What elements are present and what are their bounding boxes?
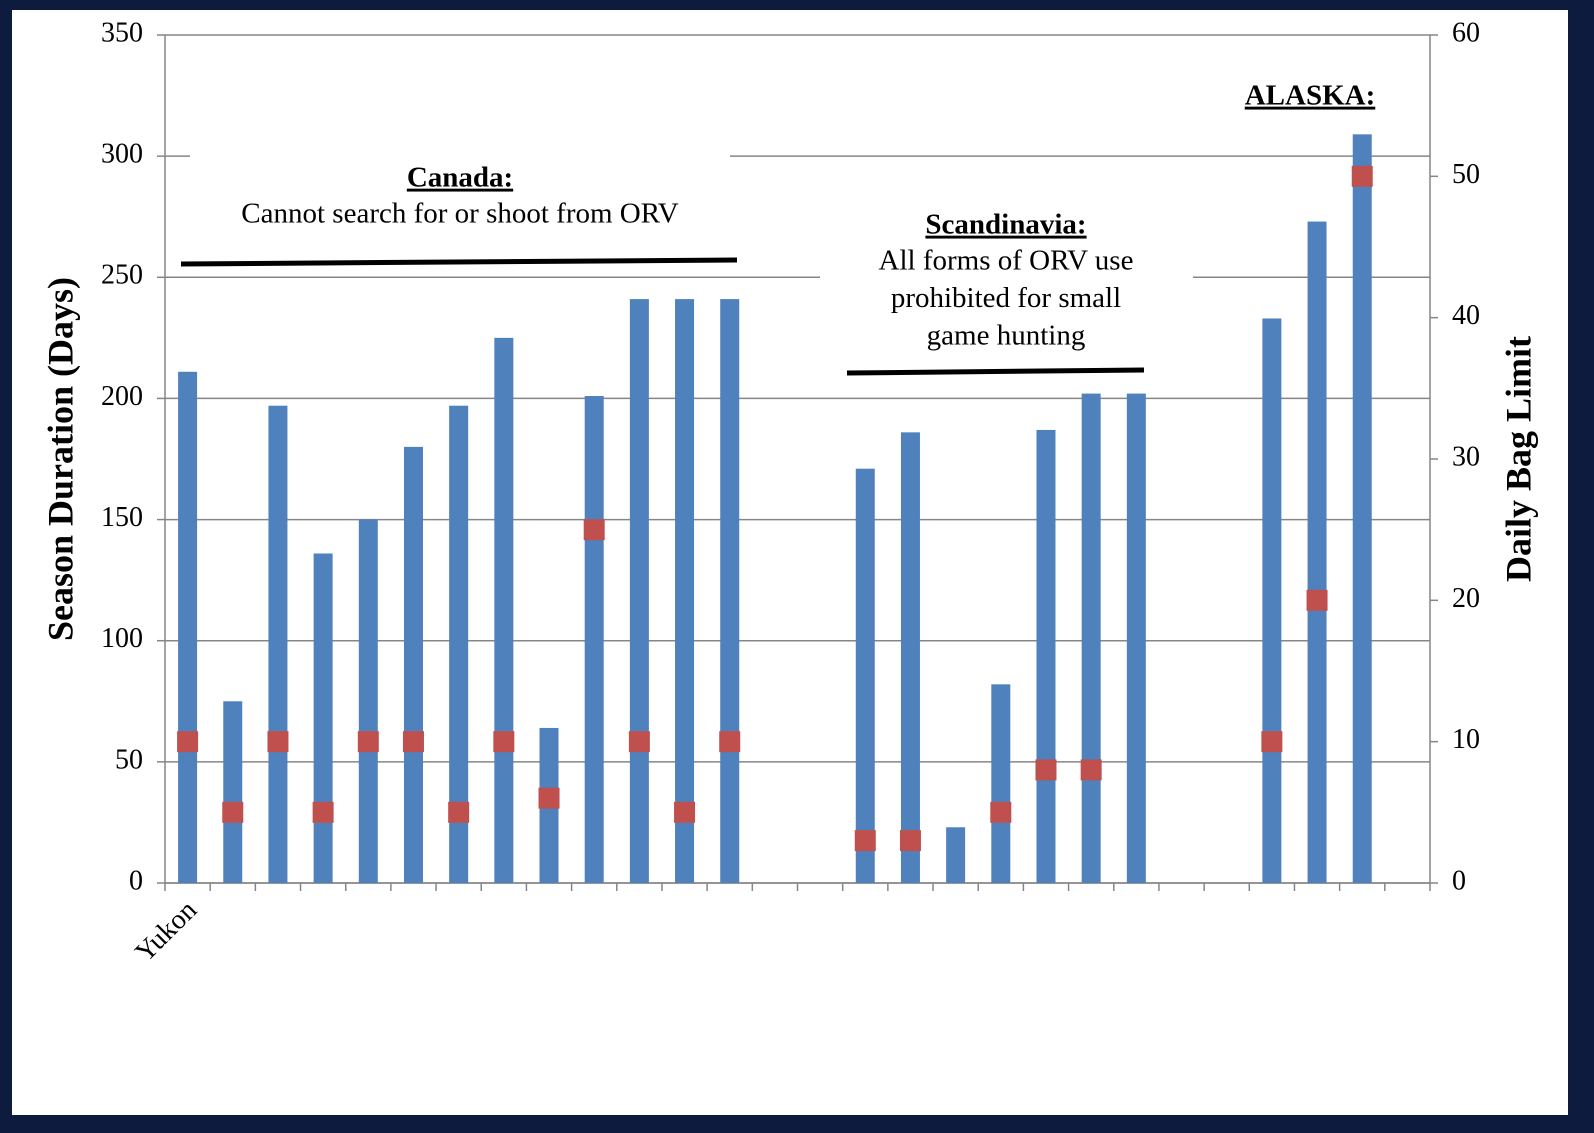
y-axis-title: Season Duration (Days)	[40, 277, 80, 641]
marker	[448, 801, 470, 823]
annotation-text: Cannot search for or shoot from ORV	[241, 198, 678, 230]
bar	[991, 684, 1011, 883]
annotation-text: prohibited for small	[891, 282, 1121, 314]
marker	[1306, 589, 1328, 611]
y-tick-label: 100	[101, 623, 143, 654]
y2-tick-label: 50	[1452, 159, 1480, 190]
bar	[629, 299, 649, 883]
scandinavia-bracket	[846, 367, 1145, 376]
marker	[1261, 731, 1283, 753]
marker	[312, 801, 334, 823]
marker	[854, 830, 876, 852]
bar	[449, 405, 469, 883]
bar	[403, 446, 423, 883]
marks	[177, 134, 1373, 884]
marker	[1351, 165, 1373, 187]
marker	[674, 801, 696, 823]
annotation-box	[1230, 78, 1392, 120]
marker	[719, 731, 741, 753]
bar	[1352, 134, 1372, 883]
bar	[946, 827, 966, 883]
y2-tick-label: 60	[1452, 17, 1480, 48]
marker	[990, 801, 1012, 823]
marker	[267, 731, 289, 753]
annotation-text: All forms of ORV use	[879, 245, 1134, 277]
bar	[720, 299, 740, 883]
y-tick-label: 150	[101, 502, 143, 533]
marker	[583, 519, 605, 541]
annotation-text: game hunting	[927, 320, 1086, 352]
marker	[402, 731, 424, 753]
bar	[675, 299, 695, 883]
y-tick-label: 50	[115, 744, 143, 775]
y2-tick-label: 20	[1452, 583, 1480, 614]
bar	[584, 396, 604, 883]
y-tick-label: 300	[101, 139, 143, 170]
marker	[222, 801, 244, 823]
annotation-backgrounds	[190, 78, 1392, 358]
marker	[177, 731, 199, 753]
y-tick-label: 350	[101, 17, 143, 48]
bar	[1081, 393, 1101, 883]
marker	[493, 731, 515, 753]
annotation-box	[820, 196, 1193, 358]
bar	[223, 701, 243, 883]
annotation-title: ALASKA:	[1245, 80, 1376, 112]
bar	[358, 519, 378, 883]
bar	[1307, 221, 1327, 883]
annotation-title: Canada:	[407, 162, 513, 194]
bar	[1262, 318, 1282, 884]
marker	[899, 830, 921, 852]
y2-tick-label: 40	[1452, 300, 1480, 331]
marker	[1080, 759, 1102, 781]
marker	[1035, 759, 1057, 781]
bar	[900, 432, 920, 883]
marker	[538, 787, 560, 809]
y-tick-label: 200	[101, 381, 143, 412]
y-tick-label: 250	[101, 260, 143, 291]
bar	[855, 468, 875, 883]
bar	[1126, 393, 1146, 883]
bar	[178, 371, 198, 883]
marker	[357, 731, 379, 753]
annotation-box	[190, 140, 730, 252]
y2-tick-label: 10	[1452, 724, 1480, 755]
bar	[494, 337, 514, 883]
bar	[1036, 429, 1056, 883]
y2-tick-label: 0	[1452, 865, 1466, 896]
marker	[628, 731, 650, 753]
y-tick-label: 0	[129, 865, 143, 896]
bar	[313, 553, 333, 883]
bar	[268, 405, 288, 883]
canada-bracket	[180, 257, 738, 267]
y2-axis-title: Daily Bag Limit	[1498, 336, 1538, 582]
y2-tick-label: 30	[1452, 441, 1480, 472]
annotation-title: Scandinavia:	[925, 209, 1086, 241]
